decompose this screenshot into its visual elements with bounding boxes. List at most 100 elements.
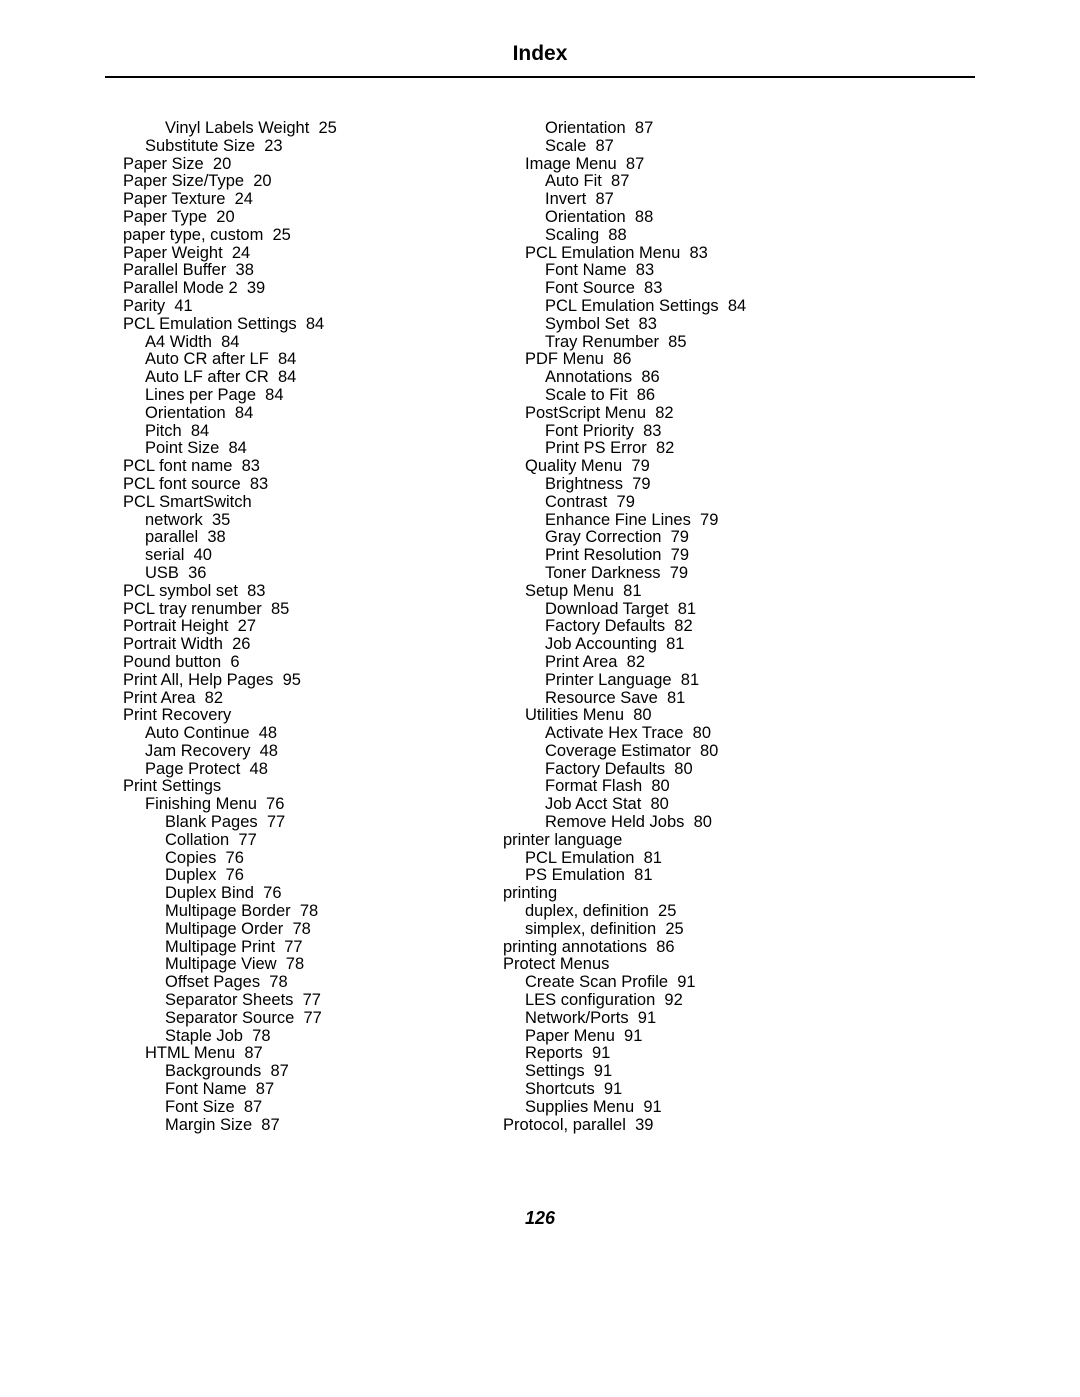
- index-entry-label: Print Settings: [123, 777, 221, 795]
- index-entry: Parallel Buffer 38: [105, 262, 485, 280]
- index-entry: Print Settings: [105, 778, 485, 796]
- index-entry-label: Blank Pages: [165, 813, 258, 831]
- index-entry: PCL symbol set 83: [105, 583, 485, 601]
- index-entry-page: 76: [216, 849, 244, 867]
- index-entry: Create Scan Profile 91: [485, 974, 865, 992]
- index-entry-label: Resource Save: [545, 689, 658, 707]
- index-entry-label: Print Area: [545, 653, 617, 671]
- index-entry-page: 38: [226, 261, 254, 279]
- index-entry-page: 87: [617, 155, 645, 173]
- index-entry: Paper Size 20: [105, 156, 485, 174]
- index-entry: Symbol Set 83: [485, 316, 865, 334]
- index-entry: Font Name 83: [485, 262, 865, 280]
- index-entry-page: 87: [247, 1080, 275, 1098]
- index-entry-page: 91: [583, 1044, 611, 1062]
- index-entry-page: 87: [235, 1098, 263, 1116]
- right-column: Orientation 87Scale 87Image Menu 87Auto …: [485, 120, 865, 1134]
- index-entry: Scale 87: [485, 138, 865, 156]
- index-entry-label: Invert: [545, 190, 586, 208]
- index-entry-page: 79: [661, 528, 689, 546]
- index-entry: Supplies Menu 91: [485, 1099, 865, 1117]
- index-entry: Scale to Fit 86: [485, 387, 865, 405]
- index-entry: Separator Source 77: [105, 1010, 485, 1028]
- index-entry: Paper Size/Type 20: [105, 173, 485, 191]
- index-entry-label: printing annotations: [503, 938, 647, 956]
- index-entry: Print PS Error 82: [485, 440, 865, 458]
- index-entry-label: PCL Emulation Menu: [525, 244, 680, 262]
- index-entry-page: 81: [669, 600, 697, 618]
- index-entry-page: 48: [250, 742, 278, 760]
- index-entry-page: 85: [659, 333, 687, 351]
- index-entry: Multipage Order 78: [105, 921, 485, 939]
- index-entry-page: 82: [646, 404, 674, 422]
- index-entry-page: 79: [661, 546, 689, 564]
- index-entry: serial 40: [105, 547, 485, 565]
- index-entry-page: 87: [626, 119, 654, 137]
- page-number: 126: [0, 1208, 1080, 1229]
- index-entry: Lines per Page 84: [105, 387, 485, 405]
- index-entry: Font Priority 83: [485, 423, 865, 441]
- index-entry-page: 79: [623, 475, 651, 493]
- index-entry-label: Point Size: [145, 439, 219, 457]
- index-entry: Print Resolution 79: [485, 547, 865, 565]
- index-entry: Parity 41: [105, 298, 485, 316]
- index-entry: Orientation 84: [105, 405, 485, 423]
- index-entry-label: Brightness: [545, 475, 623, 493]
- index-entry-label: Scale to Fit: [545, 386, 628, 404]
- index-entry: Portrait Height 27: [105, 618, 485, 636]
- index-entry: Reports 91: [485, 1045, 865, 1063]
- index-entry-page: 81: [672, 671, 700, 689]
- index-entry-page: 83: [238, 582, 266, 600]
- index-entry-label: Portrait Width: [123, 635, 223, 653]
- index-entry: Substitute Size 23: [105, 138, 485, 156]
- index-entry-page: 81: [634, 849, 662, 867]
- index-entry: Font Source 83: [485, 280, 865, 298]
- index-entry: USB 36: [105, 565, 485, 583]
- index-entry-label: Image Menu: [525, 155, 617, 173]
- index-entry-page: 84: [719, 297, 747, 315]
- index-entry-page: 87: [586, 137, 614, 155]
- index-entry: Auto LF after CR 84: [105, 369, 485, 387]
- index-entry-label: Pound button: [123, 653, 221, 671]
- index-entry-label: Auto CR after LF: [145, 350, 269, 368]
- index-entry-page: 78: [260, 973, 288, 991]
- index-entry-page: 79: [622, 457, 650, 475]
- index-entry-label: Pitch: [145, 422, 182, 440]
- index-entry: Scaling 88: [485, 227, 865, 245]
- index-entry-page: 80: [624, 706, 652, 724]
- index-entry-label: Toner Darkness: [545, 564, 661, 582]
- index-entry-page: 83: [627, 261, 655, 279]
- index-entry-label: Vinyl Labels Weight: [165, 119, 309, 137]
- index-entry-label: Job Accounting: [545, 635, 657, 653]
- index-entry-page: 95: [273, 671, 301, 689]
- index-entry-label: serial: [145, 546, 184, 564]
- index-entry-label: Quality Menu: [525, 457, 622, 475]
- index-entry-label: Enhance Fine Lines: [545, 511, 691, 529]
- index-entry-label: PCL SmartSwitch: [123, 493, 252, 511]
- index-entry: PDF Menu 86: [485, 351, 865, 369]
- index-entry-page: 77: [294, 1009, 322, 1027]
- index-entry-page: 81: [657, 635, 685, 653]
- index-entry-page: 20: [244, 172, 272, 190]
- index-entry-page: 78: [291, 902, 319, 920]
- index-entry-page: 48: [240, 760, 268, 778]
- index-entry-page: 83: [635, 279, 663, 297]
- index-entry: Finishing Menu 76: [105, 796, 485, 814]
- index-entry: Margin Size 87: [105, 1117, 485, 1135]
- index-entry: Image Menu 87: [485, 156, 865, 174]
- index-entry-page: 91: [629, 1009, 657, 1027]
- index-entry: Pitch 84: [105, 423, 485, 441]
- index-entry-label: Annotations: [545, 368, 632, 386]
- index-entry-label: Print All, Help Pages: [123, 671, 273, 689]
- index-entry-page: 79: [691, 511, 719, 529]
- index-entry-page: 83: [232, 457, 260, 475]
- index-entry: Utilities Menu 80: [485, 707, 865, 725]
- index-entry-label: PCL font source: [123, 475, 241, 493]
- index-entry: Print Area 82: [485, 654, 865, 672]
- index-entry: Auto CR after LF 84: [105, 351, 485, 369]
- index-entry-label: Orientation: [545, 119, 626, 137]
- index-entry-label: Orientation: [545, 208, 626, 226]
- index-entry-label: Paper Size/Type: [123, 172, 244, 190]
- index-entry-page: 77: [229, 831, 257, 849]
- index-entry: Printer Language 81: [485, 672, 865, 690]
